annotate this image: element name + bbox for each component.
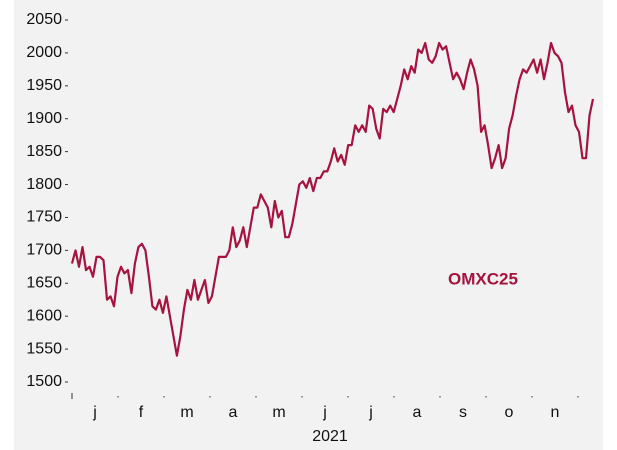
y-tick-label: 1700 (26, 242, 62, 259)
x-tick-label: o (505, 404, 514, 421)
x-tick-label: a (229, 404, 238, 421)
x-tick-label: m (180, 404, 193, 421)
x-tick-dot (393, 396, 395, 398)
x-tick-label: f (139, 404, 144, 421)
x-tick-dot (439, 396, 441, 398)
x-tick-dot (347, 396, 349, 398)
x-tick-label: j (322, 404, 327, 421)
x-tick-label: s (459, 404, 467, 421)
x-axis-label: 2021 (312, 428, 348, 445)
y-tick-label: 1750 (26, 209, 62, 226)
y-tick-label: 1950 (26, 77, 62, 94)
y-tick-label: 1650 (26, 274, 62, 291)
x-tick-dot (531, 396, 533, 398)
x-tick-dot (209, 396, 211, 398)
x-tick-label: n (551, 404, 560, 421)
x-tick-dot (71, 393, 73, 399)
x-tick-dot (255, 396, 257, 398)
x-tick-dot (163, 396, 165, 398)
y-tick-label: 1800 (26, 176, 62, 193)
panel-background (14, 0, 603, 450)
x-tick-dot (301, 396, 303, 398)
x-tick-label: j (368, 404, 373, 421)
y-tick-label: 2050 (26, 11, 62, 28)
y-tick-label: 1550 (26, 340, 62, 357)
y-tick-label: 1500 (26, 373, 62, 390)
index-line (70, 41, 595, 357)
x-tick-dot (485, 396, 487, 398)
x-tick-dot (577, 396, 579, 398)
x-tick-label: m (272, 404, 285, 421)
y-tick-label: 2000 (26, 44, 62, 61)
x-tick-label: j (92, 404, 97, 421)
x-tick-dot (117, 396, 119, 398)
y-tick-label: 1850 (26, 143, 62, 160)
y-tick-label: 1900 (26, 110, 62, 127)
y-tick-label: 1600 (26, 307, 62, 324)
x-tick-label: a (413, 404, 422, 421)
annotation: OMXC25 (448, 269, 518, 288)
